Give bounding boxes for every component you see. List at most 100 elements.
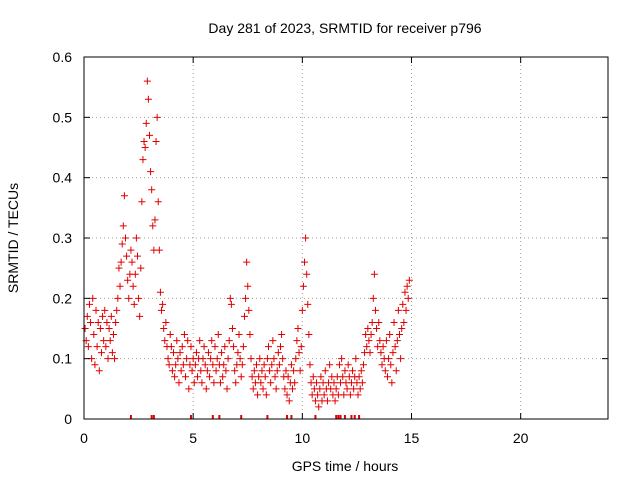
data-point xyxy=(130,300,138,308)
data-point xyxy=(103,318,111,326)
data-point xyxy=(404,294,412,302)
data-point xyxy=(117,258,125,266)
data-point xyxy=(207,355,215,363)
data-point xyxy=(213,355,221,363)
data-point xyxy=(162,318,170,326)
data-point xyxy=(149,222,157,230)
data-point xyxy=(282,367,290,375)
x-tick-label: 5 xyxy=(189,430,197,446)
data-point xyxy=(255,373,263,381)
data-point xyxy=(386,331,394,339)
data-point xyxy=(363,343,371,351)
data-point xyxy=(93,343,101,351)
data-point xyxy=(394,306,402,314)
data-point xyxy=(405,276,413,284)
data-point xyxy=(330,379,338,387)
data-point xyxy=(159,300,167,308)
data-point xyxy=(161,337,169,345)
data-point xyxy=(359,361,367,369)
data-point xyxy=(239,343,247,351)
data-point xyxy=(381,367,389,375)
data-point xyxy=(168,367,176,375)
data-point xyxy=(226,294,234,302)
data-point xyxy=(248,373,256,381)
data-point xyxy=(94,318,102,326)
data-point xyxy=(138,198,146,206)
data-point xyxy=(302,234,310,242)
data-point xyxy=(154,198,162,206)
data-point xyxy=(176,349,184,357)
data-point xyxy=(196,337,204,345)
data-point xyxy=(104,355,112,363)
y-tick-label: 0.4 xyxy=(53,170,73,186)
data-point xyxy=(285,397,293,405)
data-point xyxy=(210,379,218,387)
data-point xyxy=(273,367,281,375)
data-point xyxy=(173,337,181,345)
data-point xyxy=(102,343,110,351)
data-point xyxy=(84,343,92,351)
data-point xyxy=(266,367,274,375)
data-point xyxy=(178,343,186,351)
data-point xyxy=(349,367,357,375)
data-point xyxy=(355,373,363,381)
data-point xyxy=(174,355,182,363)
data-point xyxy=(400,318,408,326)
data-point xyxy=(376,337,384,345)
data-point xyxy=(177,367,185,375)
data-point xyxy=(291,379,299,387)
data-point xyxy=(116,282,124,290)
y-tick-label: 0.1 xyxy=(53,351,73,367)
data-point xyxy=(392,367,400,375)
data-point xyxy=(197,367,205,375)
data-point xyxy=(191,361,199,369)
data-point xyxy=(151,216,159,224)
data-point xyxy=(231,367,239,375)
data-point xyxy=(397,355,405,363)
data-point xyxy=(281,385,289,393)
data-point xyxy=(258,367,266,375)
data-point xyxy=(123,252,131,260)
data-point xyxy=(254,391,262,399)
data-point xyxy=(331,397,339,405)
data-point xyxy=(383,373,391,381)
data-point xyxy=(114,294,122,302)
data-point xyxy=(388,379,396,387)
data-point xyxy=(180,331,188,339)
data-point xyxy=(175,379,183,387)
data-point xyxy=(113,306,121,314)
data-point xyxy=(209,361,217,369)
data-point xyxy=(192,349,200,357)
data-point xyxy=(87,318,95,326)
data-point xyxy=(296,367,304,375)
data-point xyxy=(389,349,397,357)
data-point xyxy=(91,361,99,369)
data-point xyxy=(187,343,195,351)
data-point xyxy=(165,361,173,369)
data-point xyxy=(206,373,214,381)
data-point xyxy=(298,306,306,314)
data-point xyxy=(311,397,319,405)
data-point xyxy=(301,258,309,266)
data-point xyxy=(272,385,280,393)
data-point xyxy=(340,391,348,399)
data-point xyxy=(371,306,379,314)
data-point xyxy=(188,367,196,375)
data-point xyxy=(156,288,164,296)
data-point xyxy=(201,361,209,369)
data-point xyxy=(275,361,283,369)
data-point xyxy=(271,373,279,381)
data-point xyxy=(264,343,272,351)
data-point xyxy=(262,391,270,399)
data-point xyxy=(128,258,136,266)
data-point xyxy=(146,131,153,139)
data-point xyxy=(295,349,303,357)
data-point xyxy=(118,240,126,248)
data-point xyxy=(97,349,105,357)
data-point xyxy=(120,192,128,200)
data-point xyxy=(263,355,271,363)
data-point xyxy=(108,349,116,357)
data-point xyxy=(172,361,180,369)
data-point xyxy=(364,325,372,332)
